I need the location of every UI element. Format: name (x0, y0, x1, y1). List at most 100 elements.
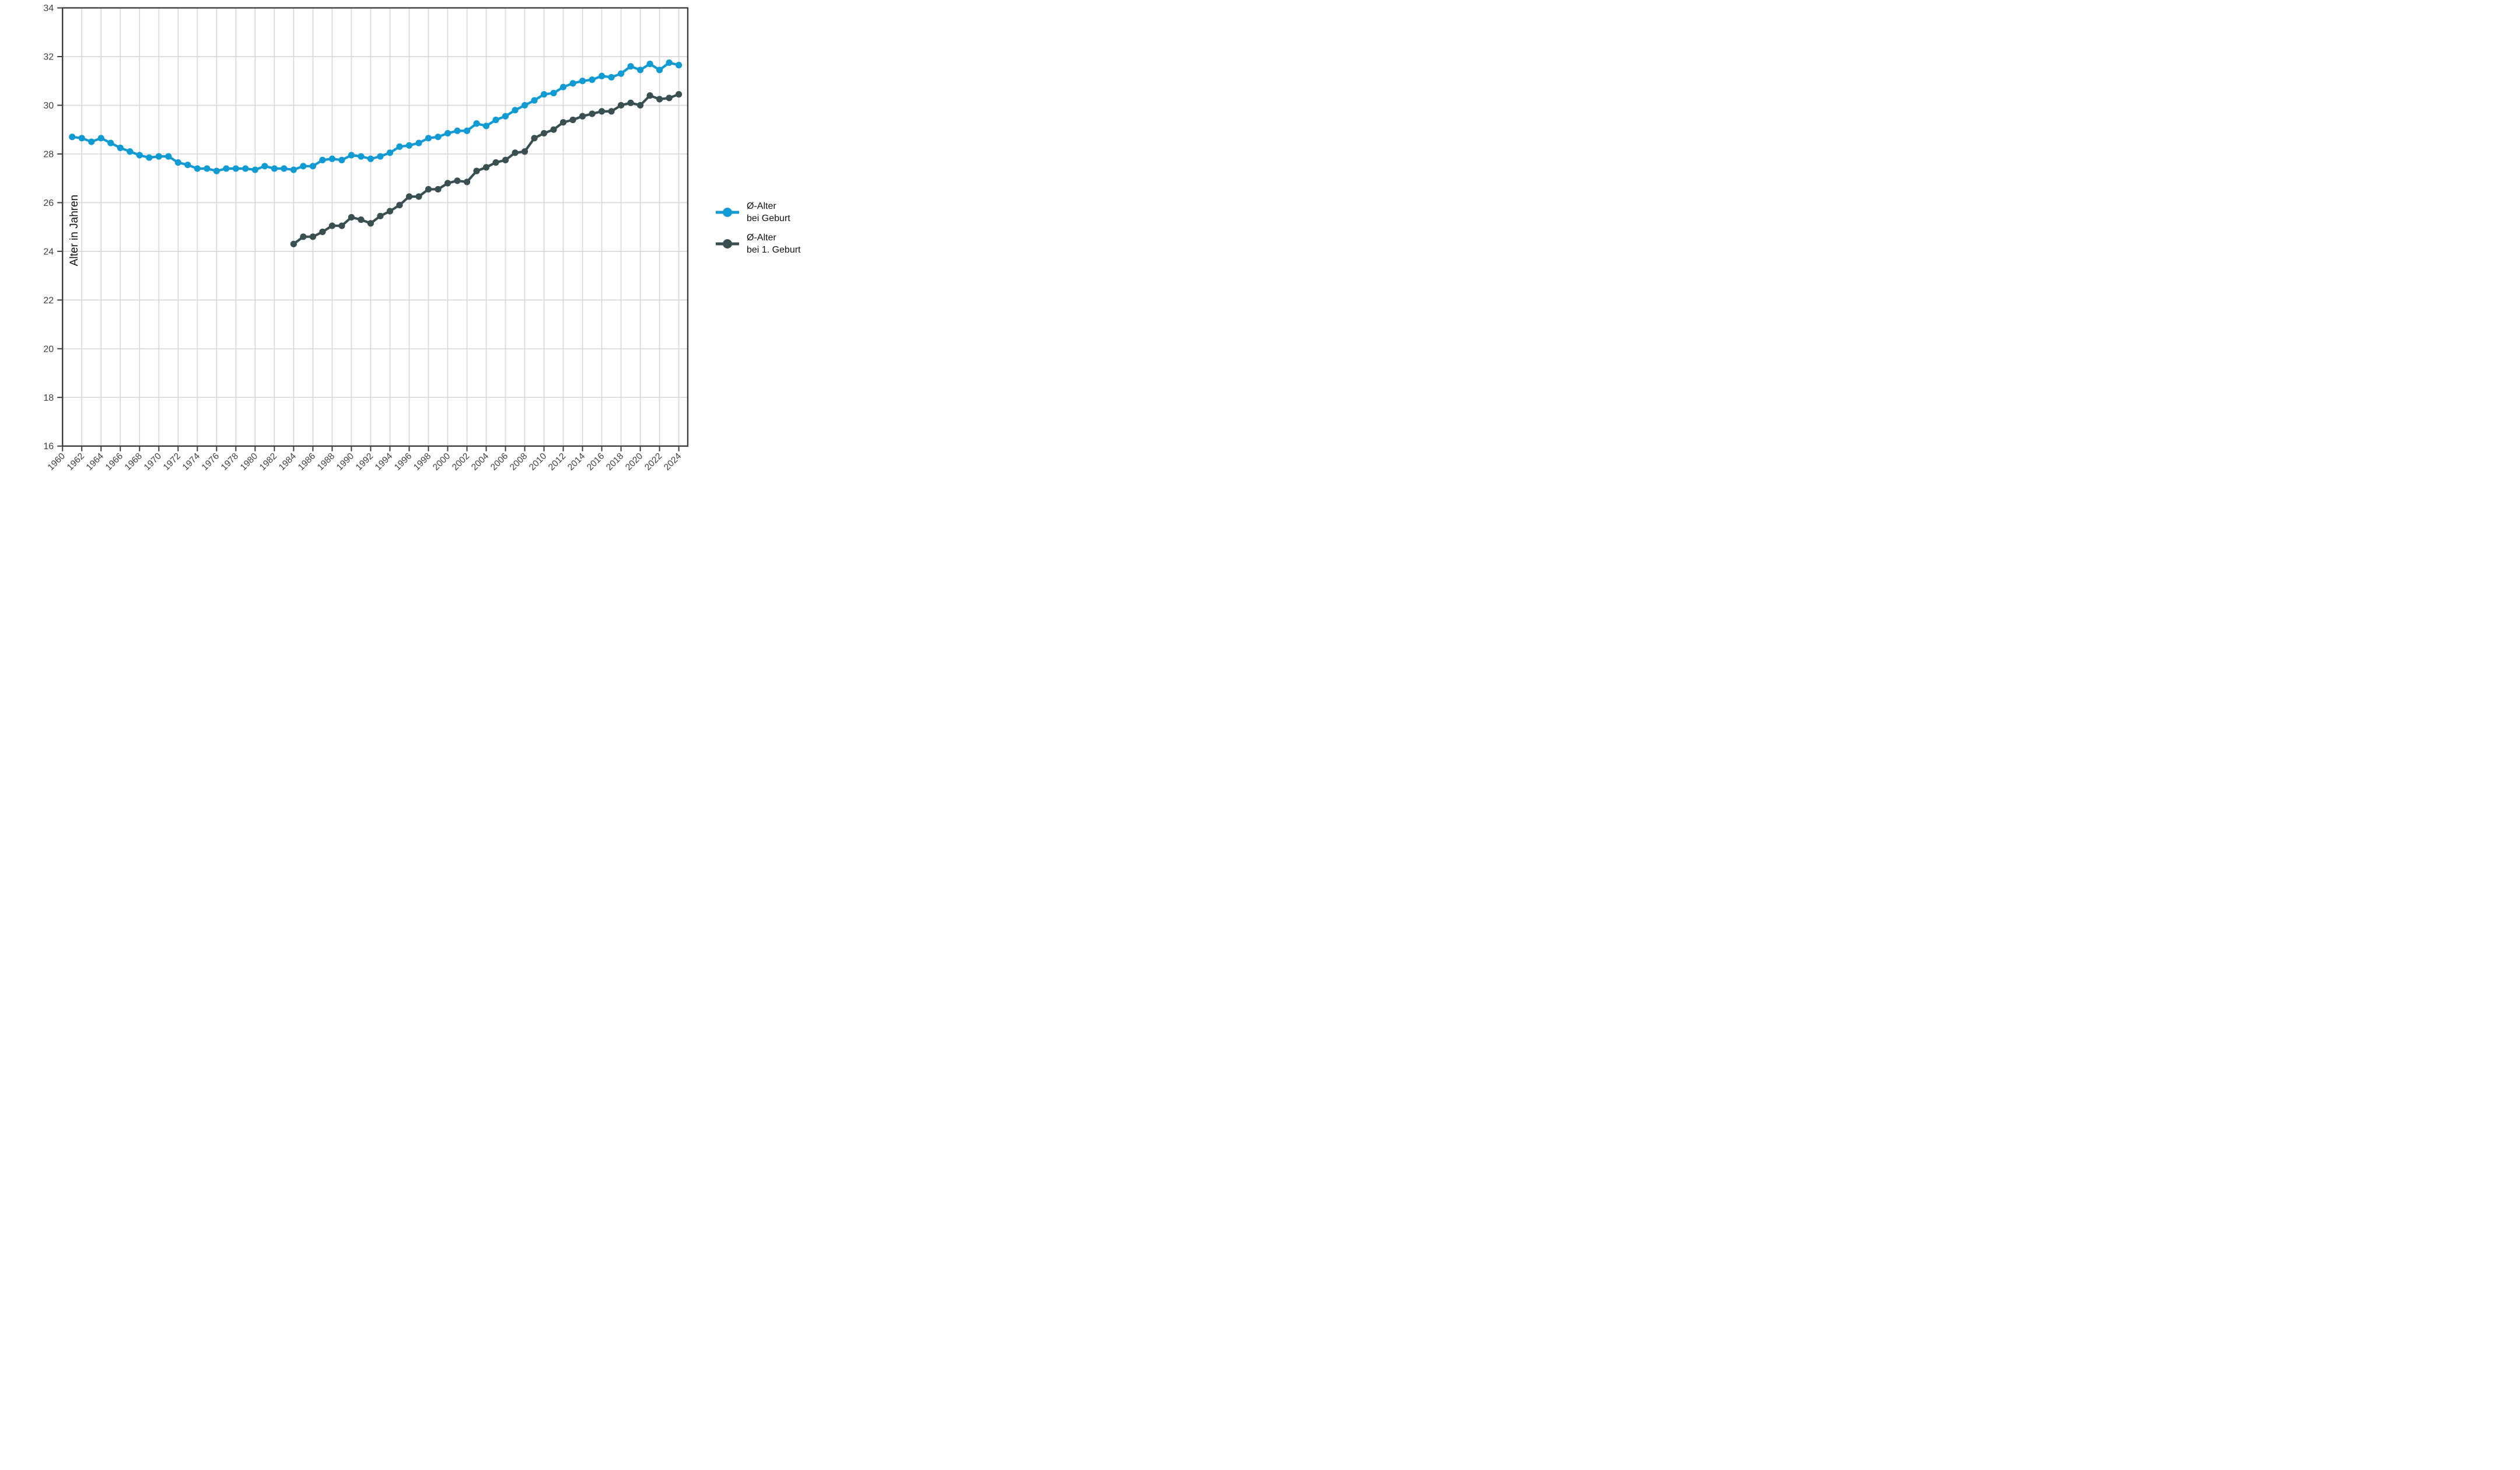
data-point-age-at-birth (656, 66, 663, 74)
data-point-age-at-first-birth (386, 208, 394, 215)
y-tick-label: 32 (43, 52, 54, 62)
x-tick-label: 1970 (142, 451, 164, 473)
x-tick-label: 2002 (450, 452, 471, 473)
data-point-age-at-birth (598, 72, 606, 79)
data-point-age-at-birth (531, 97, 538, 104)
data-point-age-at-birth (454, 127, 461, 134)
data-point-age-at-first-birth (405, 193, 413, 200)
data-point-age-at-birth (627, 63, 634, 70)
x-tick-label: 2020 (624, 451, 645, 473)
x-tick-label: 2010 (527, 451, 549, 473)
data-point-age-at-birth (78, 135, 85, 142)
data-point-age-at-first-birth (531, 135, 538, 142)
x-tick-label: 2006 (489, 452, 510, 473)
data-point-age-at-first-birth (435, 186, 442, 193)
data-point-age-at-birth (223, 165, 230, 172)
data-point-age-at-first-birth (589, 110, 596, 117)
x-tick-label: 1992 (354, 452, 375, 473)
series-line-age-at-birth (72, 61, 680, 173)
data-point-age-at-first-birth (540, 130, 548, 137)
x-tick-label: 1962 (65, 452, 86, 473)
data-point-age-at-birth (415, 139, 422, 146)
y-axis-title: Alter in Jahren (68, 194, 80, 267)
y-tick-label: 22 (43, 296, 54, 306)
data-point-age-at-first-birth (569, 116, 576, 124)
x-tick-label: 2008 (508, 452, 529, 473)
data-point-age-at-birth (271, 165, 278, 172)
x-tick-label: 1968 (123, 452, 144, 473)
y-tick-label: 34 (43, 4, 54, 13)
data-point-age-at-birth (146, 154, 153, 161)
data-point-age-at-first-birth (608, 108, 615, 115)
legend-key-line-dot-icon (716, 208, 739, 218)
x-tick-label: 1978 (219, 452, 240, 473)
x-tick-label: 2014 (566, 451, 587, 473)
x-tick-label: 1996 (393, 452, 414, 473)
data-point-age-at-first-birth (502, 156, 509, 163)
x-tick-label: 1964 (85, 451, 106, 473)
data-point-age-at-birth (540, 91, 548, 98)
data-point-age-at-first-birth (482, 164, 490, 171)
data-point-age-at-birth (117, 144, 124, 152)
data-point-age-at-birth (204, 165, 211, 172)
data-point-age-at-birth (328, 155, 335, 162)
x-tick-label: 1976 (200, 452, 221, 473)
x-tick-label: 1980 (239, 451, 260, 473)
data-point-age-at-first-birth (463, 178, 471, 186)
x-tick-label: 1972 (162, 452, 183, 473)
data-point-age-at-birth (194, 165, 201, 172)
legend-item-age-at-birth: Ø-Alter bei Geburt (715, 200, 801, 225)
y-tick-label: 28 (43, 149, 54, 159)
data-point-age-at-birth (155, 153, 162, 160)
data-point-age-at-birth (251, 166, 258, 173)
data-point-age-at-birth (174, 159, 181, 166)
data-point-age-at-birth (618, 70, 625, 77)
x-tick-label: 2012 (547, 452, 568, 473)
data-point-age-at-birth (309, 163, 316, 170)
data-point-age-at-first-birth (512, 149, 519, 156)
data-point-age-at-birth (386, 149, 394, 156)
data-point-age-at-first-birth (656, 96, 663, 103)
data-point-age-at-birth (492, 116, 499, 124)
line-chart-average-age-at-birth: 1960 1962 1964 1966 1968 1970 1972 1974 1976 1978… (0, 0, 840, 490)
data-point-age-at-birth (290, 166, 297, 173)
data-point-age-at-first-birth (425, 186, 432, 193)
data-point-age-at-first-birth (319, 228, 326, 236)
x-tick-label: 1966 (104, 452, 125, 473)
data-point-age-at-birth (666, 59, 673, 66)
data-point-age-at-first-birth (598, 108, 606, 115)
y-tick-label: 18 (43, 393, 54, 403)
data-point-age-at-birth (281, 165, 288, 172)
data-point-age-at-first-birth (300, 233, 307, 240)
legend-label-line1: Ø-Alter (747, 201, 776, 211)
x-tick-label: 1994 (373, 451, 395, 473)
data-point-age-at-birth (184, 162, 191, 169)
data-point-age-at-first-birth (328, 222, 335, 229)
data-point-age-at-birth (502, 113, 509, 120)
data-point-age-at-birth (676, 62, 682, 69)
data-point-age-at-birth (213, 167, 220, 174)
y-tick-label: 30 (43, 101, 54, 111)
data-point-age-at-birth (559, 83, 567, 90)
data-point-age-at-birth (69, 134, 76, 141)
x-tick-label: 1974 (181, 451, 202, 473)
x-tick-label: 2000 (431, 451, 453, 473)
data-point-age-at-birth (97, 135, 104, 142)
data-point-age-at-birth (521, 102, 528, 109)
data-point-age-at-birth (646, 60, 653, 68)
data-point-age-at-first-birth (454, 177, 461, 184)
legend-label-line2: bei 1. Geburt (747, 245, 801, 256)
data-point-age-at-birth (569, 80, 576, 87)
x-tick-label: 1990 (335, 451, 356, 473)
data-point-age-at-birth (88, 138, 95, 145)
data-point-age-at-birth (367, 155, 374, 162)
data-point-age-at-birth (127, 148, 134, 155)
y-tick-label: 26 (43, 198, 54, 208)
data-point-age-at-first-birth (358, 216, 365, 223)
data-point-age-at-birth (358, 153, 365, 160)
data-point-age-at-first-birth (338, 222, 345, 229)
data-point-age-at-first-birth (309, 233, 316, 240)
data-point-age-at-birth (512, 107, 519, 114)
chart-canvas: 1960196219641966196819701972197419761978… (43, 4, 689, 473)
x-tick-label: 2016 (585, 452, 606, 473)
